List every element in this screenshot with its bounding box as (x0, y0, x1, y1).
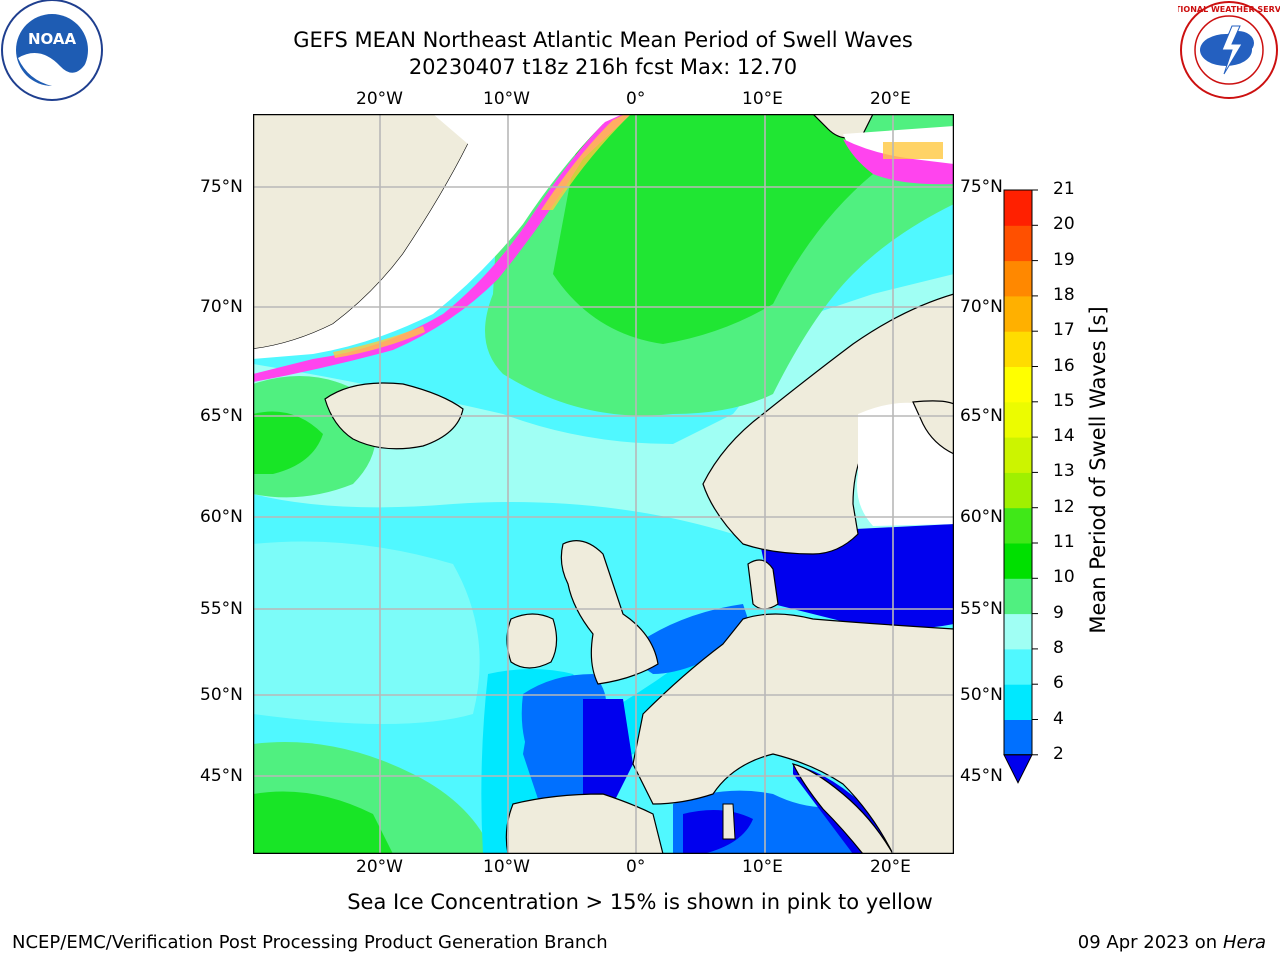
lat-label-right: 60°N (960, 507, 1003, 527)
colorbar-segment (1004, 401, 1032, 438)
colorbar-tick-label: 18 (1053, 284, 1075, 305)
lat-label-left: 65°N (200, 406, 243, 426)
colorbar-segment (1004, 190, 1032, 226)
lat-label-left: 60°N (200, 507, 243, 527)
colorbar (996, 182, 1056, 784)
lat-label-left: 70°N (200, 297, 243, 317)
lon-label-bottom: 10°E (742, 857, 783, 877)
colorbar-tick-label: 11 (1053, 532, 1075, 552)
lon-label-bottom: 10°W (483, 857, 530, 877)
colorbar-tick-label: 2 (1053, 743, 1064, 764)
colorbar-tick-label: 4 (1053, 708, 1064, 729)
footer-date: 09 Apr 2023 on (1077, 932, 1223, 953)
map-panel (252, 113, 955, 855)
lon-label-top: 20°W (356, 89, 403, 109)
colorbar-under-triangle (1003, 754, 1033, 784)
colorbar-tick-label: 13 (1053, 461, 1075, 482)
colorbar-tick-label: 16 (1053, 355, 1075, 376)
band-10-11s (553, 114, 873, 344)
sea-ice-caption: Sea Ice Concentration > 15% is shown in … (347, 890, 933, 914)
ireland (506, 613, 558, 669)
noaa-logo-text: NOAA (28, 30, 77, 48)
colorbar-graphic (1003, 189, 1038, 784)
lat-label-left: 50°N (200, 685, 243, 705)
colorbar-segment (1004, 260, 1032, 297)
noaa-logo: NOAA (0, 0, 105, 105)
footer-right: 09 Apr 2023 on Hera (1078, 932, 1266, 953)
continental-europe (632, 613, 954, 854)
colorbar-segment (1004, 331, 1032, 367)
italy (791, 763, 894, 854)
lat-label-left: 75°N (200, 177, 243, 197)
sardinia (722, 803, 736, 840)
nws-logo: NATIONAL WEATHER SERVICE (1163, 0, 1280, 102)
colorbar-segment (1004, 578, 1032, 615)
colorbar-tick-label: 12 (1053, 496, 1075, 517)
lat-label-right: 45°N (960, 766, 1003, 786)
colorbar-title: Mean Period of Swell Waves [s] (1086, 306, 1110, 634)
lon-label-top: 10°W (483, 89, 530, 109)
footer-left: NCEP/EMC/Verification Post Processing Pr… (12, 932, 608, 953)
colorbar-tick-label: 9 (1053, 602, 1064, 623)
nws-ring-text: NATIONAL WEATHER SERVICE (1178, 5, 1280, 14)
colorbar-tick-label: 6 (1053, 673, 1064, 694)
ice-free-region (253, 114, 623, 359)
iberia (505, 793, 664, 854)
colorbar-tick-label: 20 (1053, 214, 1075, 235)
colorbar-segment (1004, 295, 1032, 332)
lat-label-right: 50°N (960, 685, 1003, 705)
colorbar-segment (1004, 684, 1032, 720)
colorbar-segment (1004, 366, 1032, 403)
lat-label-left: 45°N (200, 766, 243, 786)
colorbar-segment (1004, 225, 1032, 262)
chart-subtitle: 20230407 t18z 216h fcst Max: 12.70 (408, 55, 798, 79)
colorbar-segment (1004, 472, 1032, 509)
great-britain (560, 540, 659, 685)
lat-label-left: 55°N (200, 599, 243, 619)
lon-label-bottom: 20°W (356, 857, 403, 877)
colorbar-segment (1004, 543, 1032, 579)
lat-label-right: 65°N (960, 406, 1003, 426)
lon-label-top: 0° (626, 89, 646, 109)
lat-label-right: 55°N (960, 599, 1003, 619)
colorbar-tick-label: 19 (1053, 249, 1075, 270)
sea-ice-edge (253, 114, 631, 382)
lat-label-right: 70°N (960, 297, 1003, 317)
colorbar-segment (1004, 507, 1032, 544)
colorbar-tick-label: 14 (1053, 426, 1075, 447)
chart-title: GEFS MEAN Northeast Atlantic Mean Period… (293, 28, 913, 52)
lat-label-right: 75°N (960, 177, 1003, 197)
colorbar-segment (1004, 613, 1032, 650)
graticule (253, 114, 954, 854)
lon-label-bottom: 0° (626, 857, 646, 877)
colorbar-tick-label: 10 (1053, 567, 1075, 588)
swell-period-map (252, 113, 955, 855)
colorbar-tick-label: 15 (1053, 390, 1075, 411)
colorbar-segment (1004, 648, 1032, 685)
colorbar-tick-label: 8 (1053, 637, 1064, 658)
lon-label-bottom: 20°E (870, 857, 911, 877)
map-frame (252, 113, 955, 855)
footer-host: Hera (1222, 932, 1266, 953)
colorbar-tick-label: 21 (1053, 179, 1075, 199)
colorbar-segment (1004, 719, 1032, 756)
lon-label-top: 20°E (870, 89, 911, 109)
lon-label-top: 10°E (742, 89, 783, 109)
colorbar-segment (1004, 437, 1032, 473)
colorbar-tick-label: 17 (1053, 320, 1075, 341)
denmark (747, 559, 779, 610)
biscay-dark-blue (583, 699, 633, 804)
